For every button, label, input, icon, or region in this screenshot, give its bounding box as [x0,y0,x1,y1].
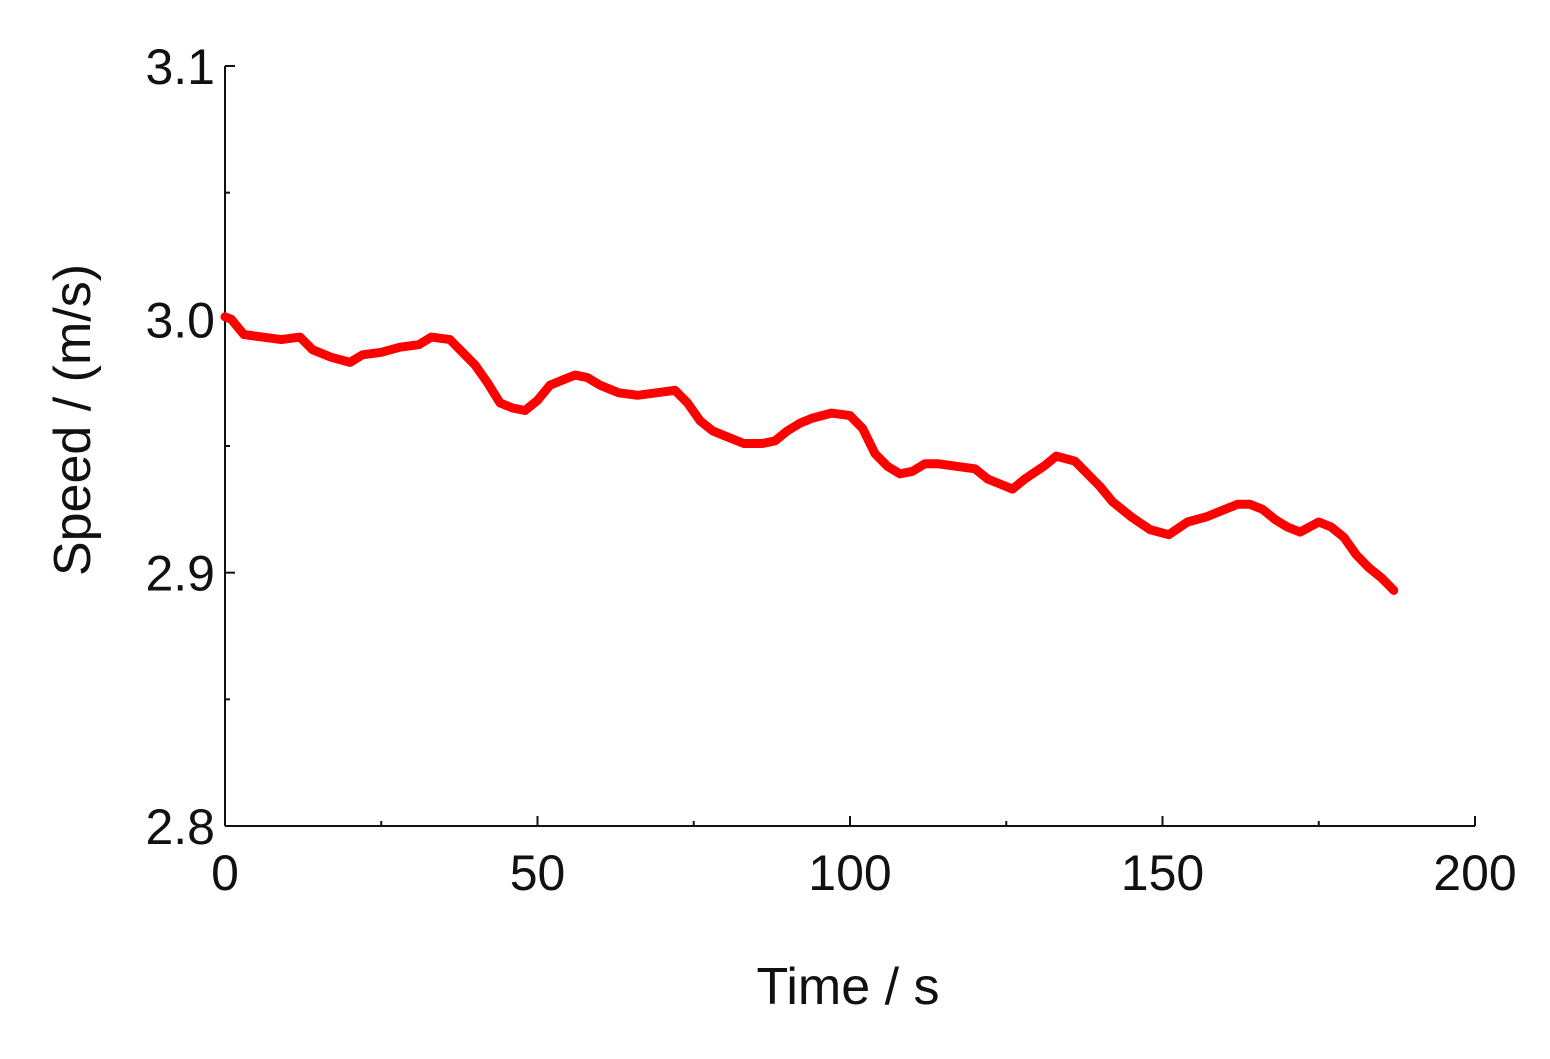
y-axis-ticks: 2.8 2.9 3.0 3.1 [145,39,235,855]
x-tick-label: 100 [808,845,891,901]
x-axis-ticks: 0 50 100 150 200 [211,816,1517,901]
axes [224,66,1475,827]
x-axis-label: Time / s [757,958,940,1016]
x-tick-label: 150 [1121,845,1204,901]
y-axis-label: Speed / (m/s) [44,264,102,576]
y-tick-label: 2.9 [145,546,215,602]
x-tick-label: 200 [1433,845,1516,901]
series-layer [220,312,1399,595]
series-line-0 [220,312,1399,595]
x-tick-label: 0 [211,845,239,901]
x-tick-label: 50 [510,845,566,901]
y-tick-label: 2.8 [145,799,215,855]
y-tick-label: 3.0 [145,292,215,348]
y-tick-label: 3.1 [145,39,215,95]
